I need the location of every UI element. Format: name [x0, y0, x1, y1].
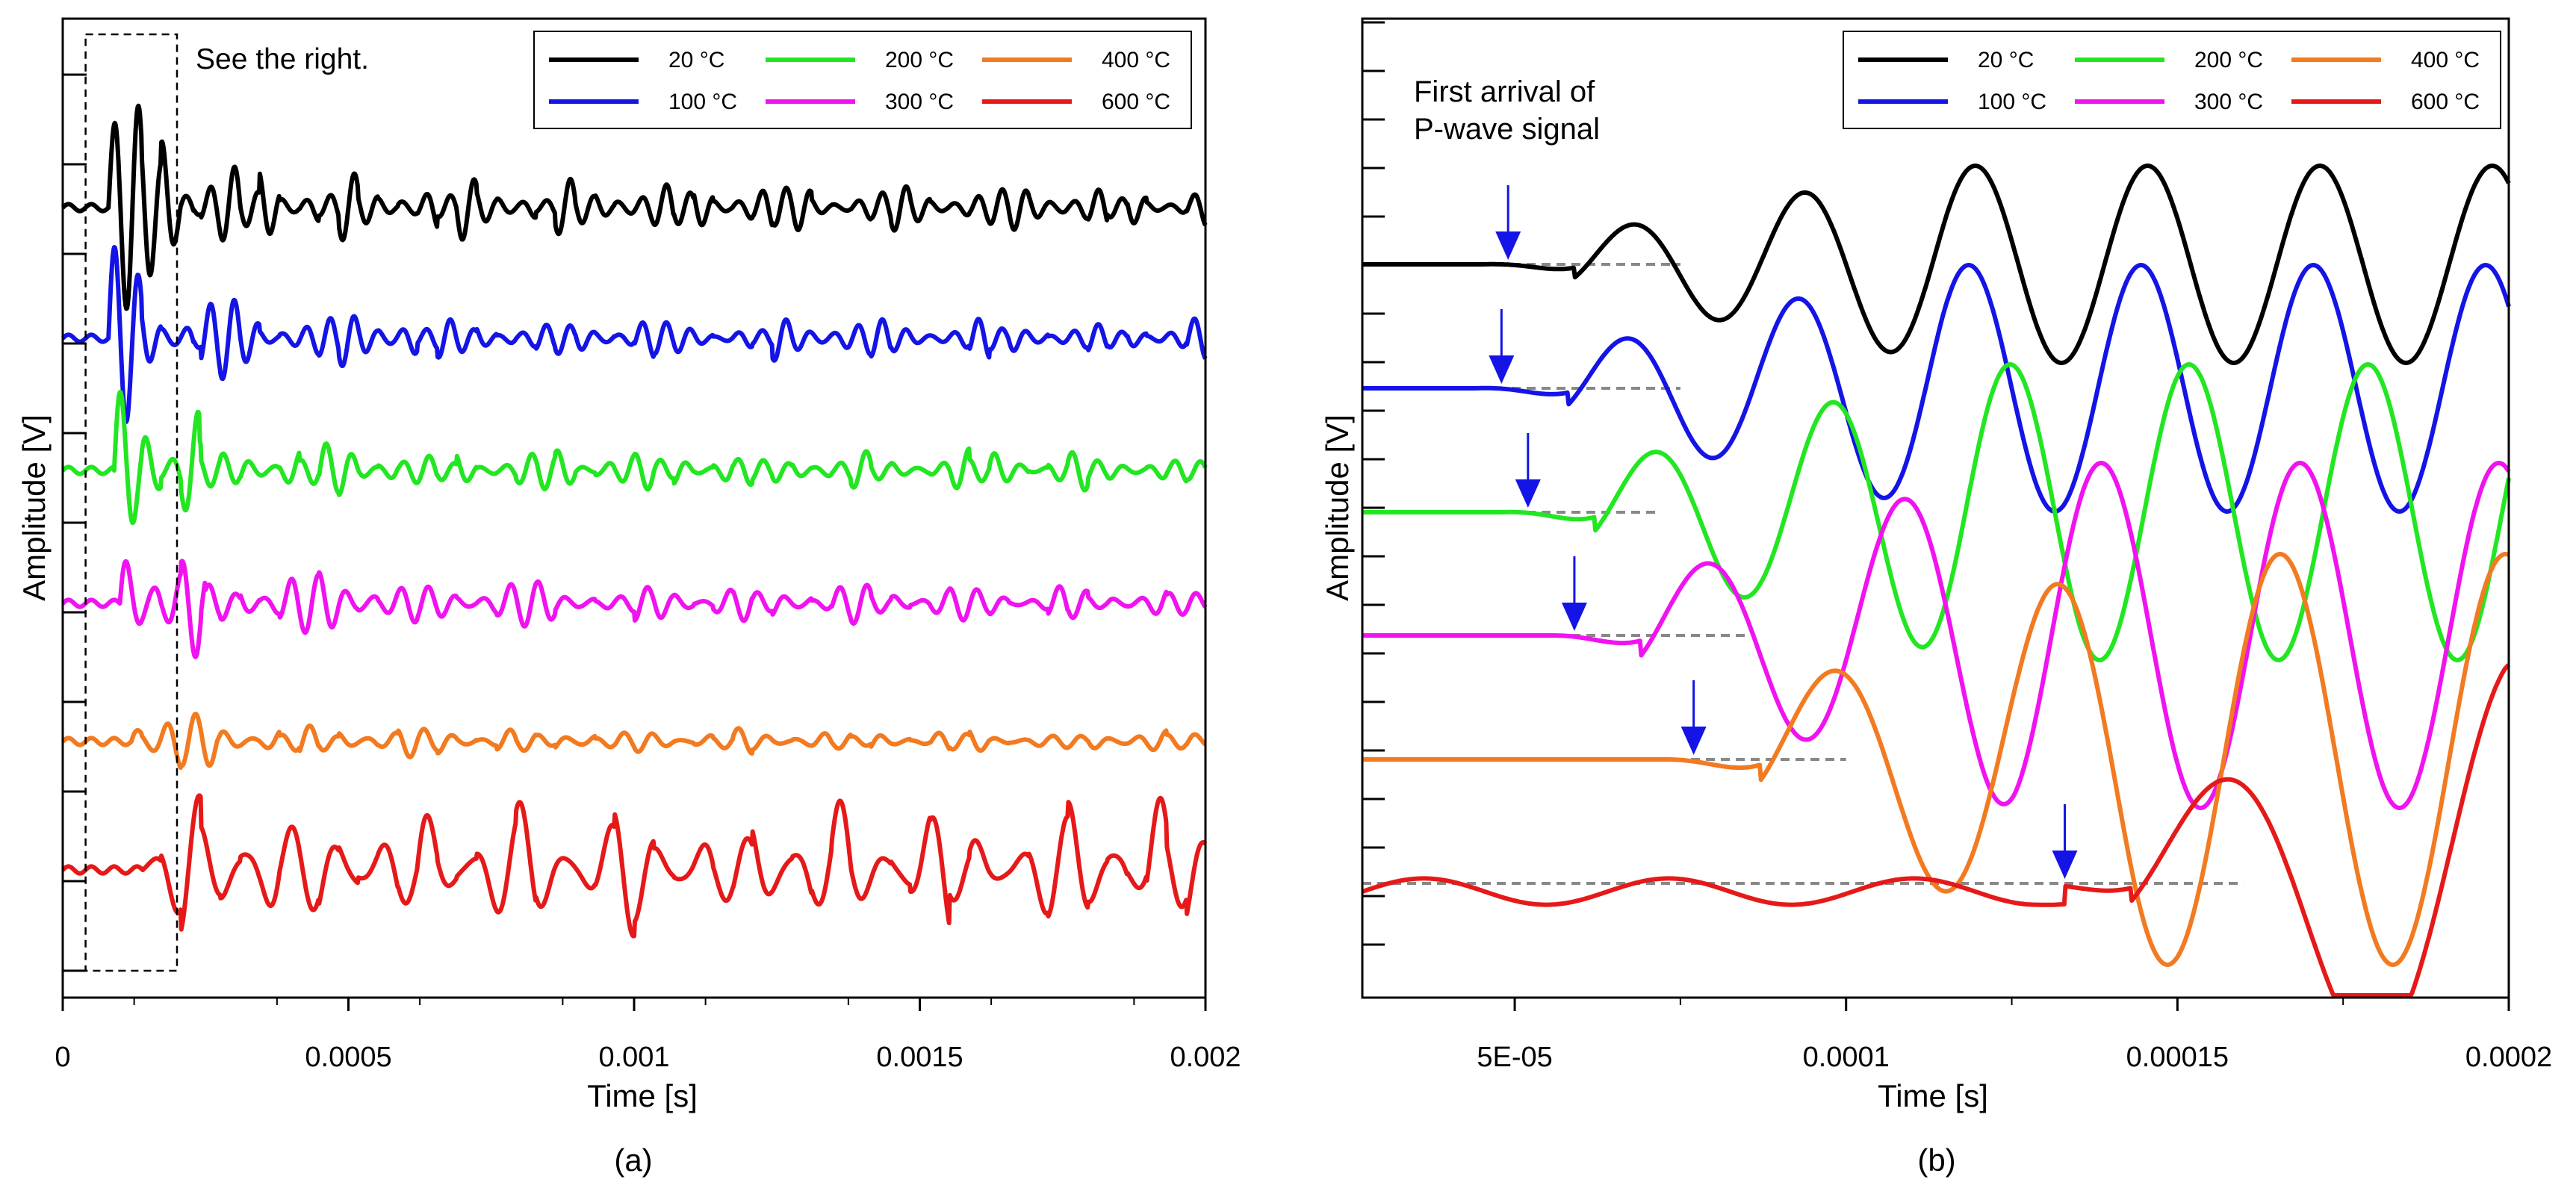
panel-b-arrow-head: [1515, 479, 1541, 508]
panel-a-series-200c: [60, 390, 1208, 526]
panel-b-x-axis-label: Time [s]: [1878, 1078, 1988, 1113]
panel-b-annotation-line-2: P-wave signal: [1414, 113, 1600, 146]
panel-a-series-100c: [60, 245, 1208, 424]
panel-a-x-tick-labels: 0 0.0005 0.001 0.0015 0.002: [55, 1042, 1241, 1073]
panel-b-arrow-head: [2052, 851, 2078, 879]
panel-b-x-tick-label: 0.00015: [2126, 1042, 2229, 1073]
panel-a-y-axis-label: Amplitude [V]: [16, 414, 52, 601]
panel-b-x-tick-label: 5E-05: [1477, 1042, 1552, 1073]
panel-b-x-tick-label: 0.0001: [1803, 1042, 1890, 1073]
panel-b-x-tick-label: 0.0002: [2465, 1042, 2552, 1073]
panel-a-series-20c: [60, 103, 1208, 311]
panel-b-legend: 20 °C 100 °C 200 °C 300 °C 400 °C 600 °C: [1843, 31, 2501, 129]
panel-b-arrow-head: [1680, 727, 1707, 755]
panel-a-x-axis-label: Time [s]: [587, 1078, 698, 1113]
panel-b-legend-label: 300 °C: [2194, 90, 2263, 114]
panel-a-x-tick-label: 0.001: [598, 1042, 669, 1073]
panel-a-axis-ticks: [61, 73, 1207, 1011]
panel-b-series-20c: [1361, 164, 2511, 365]
panel-a-legend: 20 °C 100 °C 200 °C 300 °C 400 °C 600 °C: [533, 31, 1192, 129]
panel-a-curves: [60, 103, 1208, 939]
panel-a-legend-label: 600 °C: [1102, 90, 1170, 114]
panel-a-series-400c: [60, 712, 1207, 771]
panel-a-panel-label: (a): [614, 1142, 652, 1178]
panel-b-series-300c: [1361, 461, 2511, 810]
panel-a-annotation: See the right.: [196, 43, 369, 75]
panel-b-arrow-head: [1489, 355, 1515, 384]
panel-a-series-300c: [60, 559, 1208, 659]
panel-b-arrow-head: [1561, 603, 1587, 631]
panel-a-legend-box: [533, 31, 1192, 129]
panel-b-x-tick-labels: 5E-05 0.0001 0.00015 0.0002: [1477, 1042, 2552, 1073]
panel-b-series-400c: [1361, 552, 2510, 967]
panel-a-x-tick-label: 0.0015: [876, 1042, 963, 1073]
panel-b-frame: [1361, 17, 2510, 999]
panel-a: See the right. 0 0.0005 0.001 0.0015 0.002 T…: [16, 17, 1241, 1178]
panel-a-legend-label: 400 °C: [1102, 48, 1170, 72]
panel-b-series-100c: [1361, 263, 2511, 514]
panel-b-legend-label: 100 °C: [1978, 90, 2046, 114]
panel-a-legend-label: 100 °C: [668, 90, 737, 114]
panel-a-x-tick-label: 0: [55, 1042, 70, 1073]
panel-b-legend-label: 600 °C: [2411, 90, 2480, 114]
panel-a-zoom-box: [84, 33, 179, 972]
panel-b-curves: [1361, 164, 2511, 998]
panel-a-x-tick-label: 0.0005: [305, 1042, 391, 1073]
panel-b-arrival-arrows: [1489, 185, 2078, 879]
panel-a-legend-label: 200 °C: [885, 48, 954, 72]
panel-b-y-axis-label: Amplitude [V]: [1320, 414, 1355, 601]
panel-a-legend-label: 20 °C: [668, 48, 724, 72]
panel-b-legend-label: 400 °C: [2411, 48, 2480, 72]
panel-b-series-200c: [1361, 362, 2511, 662]
panel-a-legend-label: 300 °C: [885, 90, 954, 114]
panel-b-series-600c: [1361, 663, 2510, 998]
panel-b-legend-label: 20 °C: [1978, 48, 2034, 72]
panel-b-panel-label: (b): [1917, 1142, 1955, 1178]
panel-b-annotation-line-1: First arrival of: [1414, 75, 1595, 108]
panel-b-legend-box: [1843, 31, 2501, 129]
panel-a-x-tick-label: 0.002: [1170, 1042, 1241, 1073]
panel-b-axis-ticks: [1362, 21, 2510, 1011]
panel-b-arrow-head: [1495, 231, 1521, 260]
panel-a-series-600c: [60, 793, 1208, 939]
panel-b-legend-label: 200 °C: [2194, 48, 2263, 72]
panel-b: First arrival of P-wave signal 5E-05 0.00…: [1320, 17, 2552, 1178]
